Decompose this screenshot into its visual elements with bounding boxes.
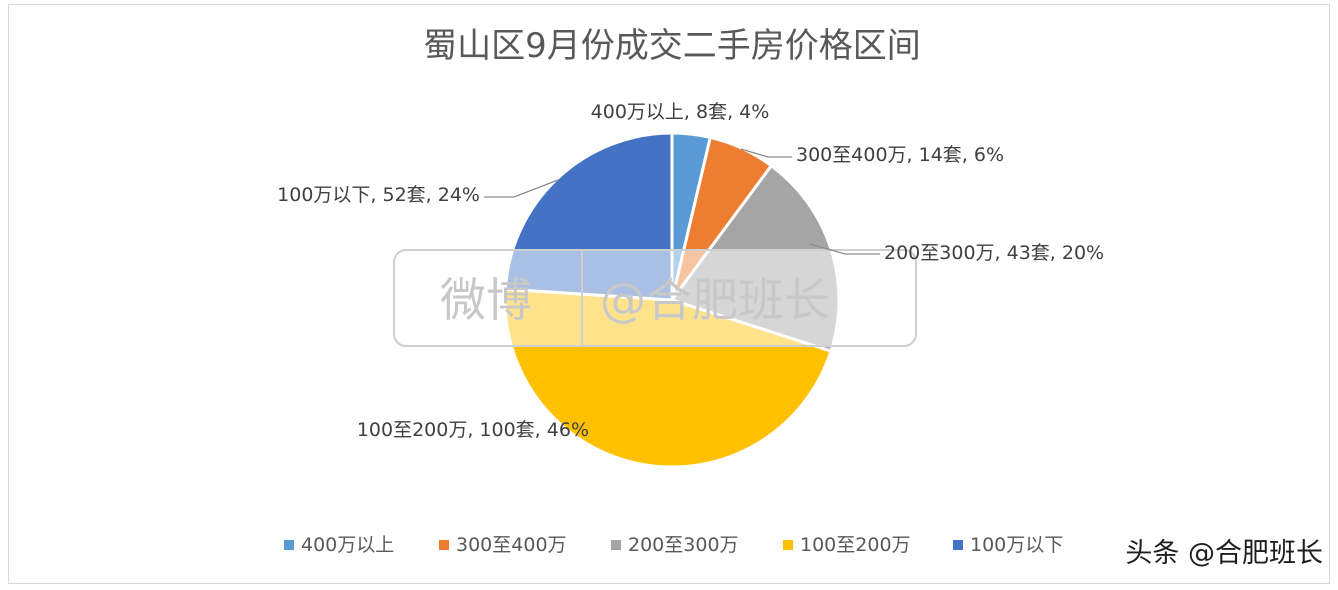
data-label-300-400: 300至400万, 14套, 6% xyxy=(796,144,1004,166)
legend-label-300-400: 300至400万 xyxy=(456,534,567,556)
data-label-100-200: 100至200万, 100套, 46% xyxy=(357,419,589,441)
leader-line-300-400 xyxy=(740,148,792,158)
data-label-400-plus: 400万以上, 8套, 4% xyxy=(591,101,770,123)
legend-swatch-200-300 xyxy=(611,540,621,550)
watermark-handle-text: @合肥班长 xyxy=(600,273,830,327)
watermark-box xyxy=(393,249,917,347)
data-label-under-100: 100万以下, 52套, 24% xyxy=(277,184,480,206)
weibo-watermark: 微博 @合肥班长 xyxy=(393,249,917,347)
data-labels: 400万以上, 8套, 4% 300至400万, 14套, 6% 200至300万,… xyxy=(277,101,1104,441)
leader-line-200-300 xyxy=(809,243,880,255)
leader-line-under-100 xyxy=(484,179,559,198)
toutiao-watermark: 头条 @合肥班长 xyxy=(1125,538,1323,569)
watermark-weibo-text: 微博 xyxy=(440,273,532,327)
legend-swatch-under-100 xyxy=(953,540,963,550)
legend-label-under-100: 100万以下 xyxy=(970,534,1063,556)
legend: 400万以上 300至400万 200至300万 100至200万 100万以下 xyxy=(284,534,1063,556)
chart-title: 蜀山区9月份成交二手房价格区间 xyxy=(423,26,921,66)
legend-label-200-300: 200至300万 xyxy=(628,534,739,556)
legend-label-400-plus: 400万以上 xyxy=(301,534,394,556)
data-label-200-300: 200至300万, 43套, 20% xyxy=(884,242,1104,264)
legend-swatch-100-200 xyxy=(783,540,793,550)
legend-swatch-300-400 xyxy=(439,540,449,550)
legend-label-100-200: 100至200万 xyxy=(800,534,911,556)
legend-swatch-400-plus xyxy=(284,540,294,550)
